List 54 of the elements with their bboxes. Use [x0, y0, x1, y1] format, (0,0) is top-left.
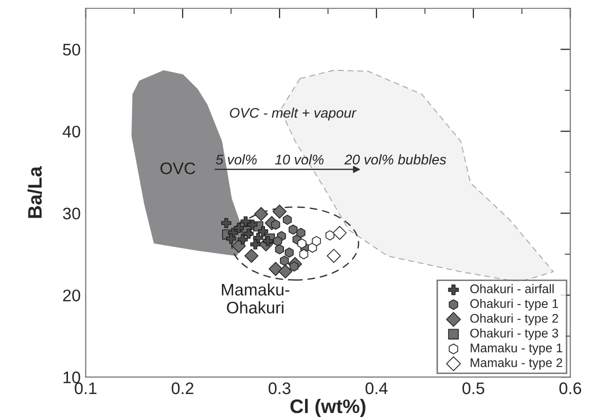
point	[290, 261, 299, 272]
point	[282, 214, 292, 225]
annotation: 10 vol%	[275, 154, 324, 165]
y-tick-label: 30	[62, 208, 80, 220]
point	[250, 239, 260, 250]
point	[258, 226, 268, 236]
point	[268, 262, 283, 276]
point	[240, 216, 251, 226]
point	[299, 249, 308, 260]
annotation: 20 vol% bubbles	[344, 154, 446, 165]
y-tick-label: 40	[62, 126, 80, 138]
point	[262, 236, 273, 246]
point	[284, 247, 294, 258]
point	[243, 228, 254, 239]
point	[238, 234, 248, 245]
legend-label: Ohakuri - type 3	[470, 328, 558, 340]
x-tick-label: 0.2	[172, 382, 194, 394]
point	[312, 236, 321, 246]
point	[296, 228, 306, 238]
y-axis-title: Ba/La	[28, 166, 42, 218]
point	[288, 224, 298, 235]
point	[244, 248, 258, 263]
annotation: 5 vol%	[216, 154, 257, 165]
point	[275, 244, 284, 254]
point	[332, 226, 347, 240]
point	[234, 222, 244, 234]
point	[226, 234, 236, 244]
legend-label: Ohakuri - airfall	[470, 284, 554, 294]
point	[247, 220, 258, 230]
x-tick-label: 0.6	[559, 382, 582, 394]
y-tick-label: 50	[62, 44, 80, 56]
legend-label: Mamaku - type 1	[470, 343, 562, 355]
y-tick-label: 10	[64, 372, 80, 384]
point	[273, 236, 282, 246]
annotation: Mamaku- Ohakuri	[222, 283, 290, 314]
legend-label: Mamaku - type 2	[470, 358, 562, 370]
point	[221, 218, 232, 228]
legend-label: Ohakuri - type 2	[470, 314, 558, 326]
point	[278, 264, 292, 278]
point	[254, 207, 268, 222]
x-tick-label: 0.1	[74, 382, 96, 394]
point	[297, 238, 306, 249]
annotation: OVC - melt + vapour	[230, 108, 357, 121]
legend-label: Ohakuri - type 1	[470, 298, 558, 310]
y-tick-label: 20	[63, 290, 80, 302]
x-tick-label: 0.4	[366, 382, 388, 394]
x-axis-title: Cl (wt%)	[290, 398, 366, 418]
point	[272, 204, 287, 219]
point	[326, 248, 341, 263]
x-tick-label: 0.3	[268, 382, 290, 394]
annotation: OVC	[160, 162, 196, 174]
point	[280, 256, 289, 266]
x-tick-label: 0.5	[462, 382, 484, 394]
point	[271, 220, 280, 230]
